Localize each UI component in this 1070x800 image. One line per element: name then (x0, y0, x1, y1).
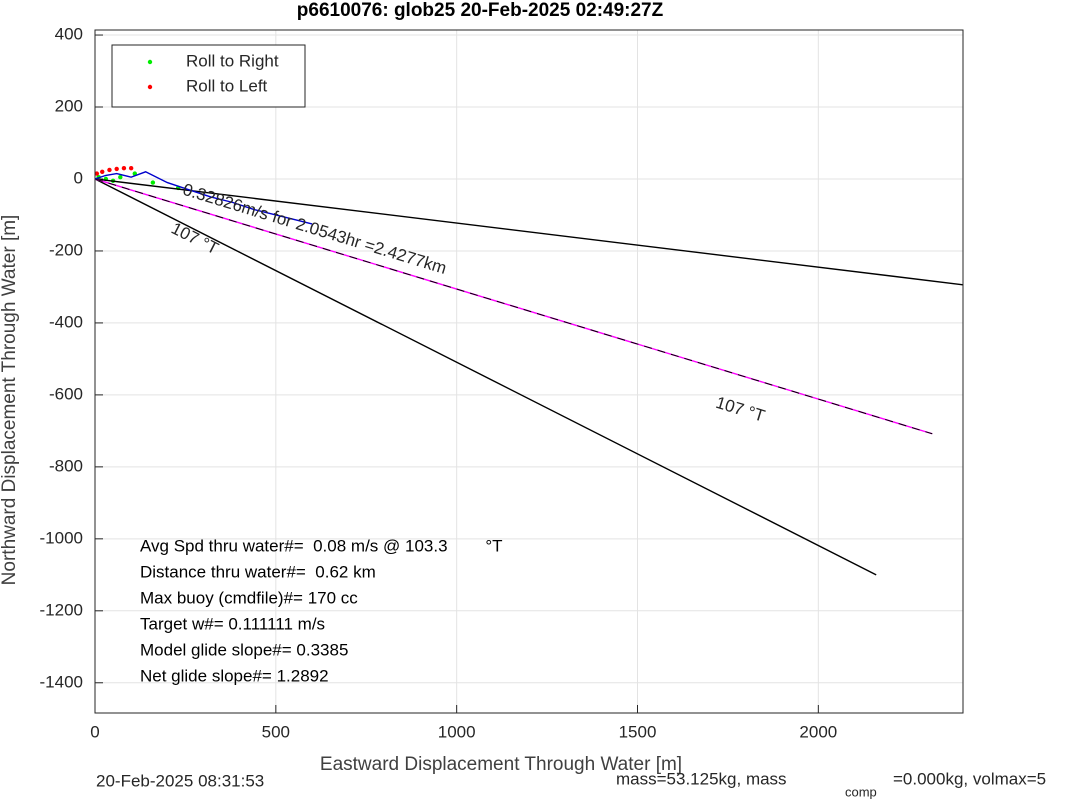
legend-swatch (147, 84, 153, 90)
info-line: Net glide slope#= 1.2892 (140, 666, 329, 685)
info-line: Model glide slope#= 0.3385 (140, 640, 348, 659)
legend-box (111, 44, 306, 108)
legend-swatch (147, 59, 153, 65)
plot-marks (95, 165, 963, 576)
x-tick-label: 1500 (619, 722, 657, 741)
info-line: Max buoy (cmdfile)#= 170 cc (140, 588, 358, 607)
footer-subscript: comp (845, 784, 877, 799)
info-line: Avg Spd thru water#= 0.08 m/s @ 103.3 °T (140, 536, 503, 555)
point (121, 165, 127, 171)
x-tick-label: 0 (90, 722, 99, 741)
y-tick-label: -1000 (40, 528, 83, 547)
line (95, 171, 313, 225)
y-tick-label: -600 (49, 384, 83, 403)
info-line: Distance thru water#= 0.62 km (140, 562, 376, 581)
y-tick-label: -800 (49, 456, 83, 475)
y-tick-label: 400 (55, 25, 83, 44)
legend-label: Roll to Left (186, 76, 268, 95)
y-axis-label: Northward Displacement Through Water [m] (0, 215, 20, 586)
y-tick-label: 0 (74, 168, 83, 187)
line (95, 178, 933, 435)
x-tick-label: 500 (262, 722, 290, 741)
line (95, 178, 963, 286)
point (107, 167, 112, 173)
y-tick-label: -400 (49, 312, 83, 331)
footer-mass: mass=53.125kg, mass (616, 769, 787, 788)
point (100, 169, 105, 174)
point (95, 171, 100, 176)
point (128, 165, 134, 171)
point (114, 166, 119, 172)
chart-title: p6610076: glob25 20-Feb-2025 02:49:27Z (297, 0, 664, 21)
point (118, 174, 123, 180)
line (95, 178, 877, 576)
point (150, 180, 156, 185)
y-tick-label: -1400 (40, 672, 83, 691)
x-axis-label: Eastward Displacement Through Water [m] (320, 754, 682, 775)
footer-mass-comp: =0.000kg, volmax=5 (893, 769, 1046, 788)
info-line: Target w#= 0.111111 m/s (140, 614, 325, 633)
axes-box (94, 29, 964, 714)
legend-label: Roll to Right (186, 51, 279, 70)
y-tick-label: -200 (49, 240, 83, 259)
y-tick-label: -1200 (40, 600, 83, 619)
footer-date: 20-Feb-2025 08:31:53 (96, 771, 264, 790)
x-tick-label: 1000 (438, 722, 476, 741)
y-tick-label: 200 (55, 96, 83, 115)
x-tick-label: 2000 (799, 722, 837, 741)
